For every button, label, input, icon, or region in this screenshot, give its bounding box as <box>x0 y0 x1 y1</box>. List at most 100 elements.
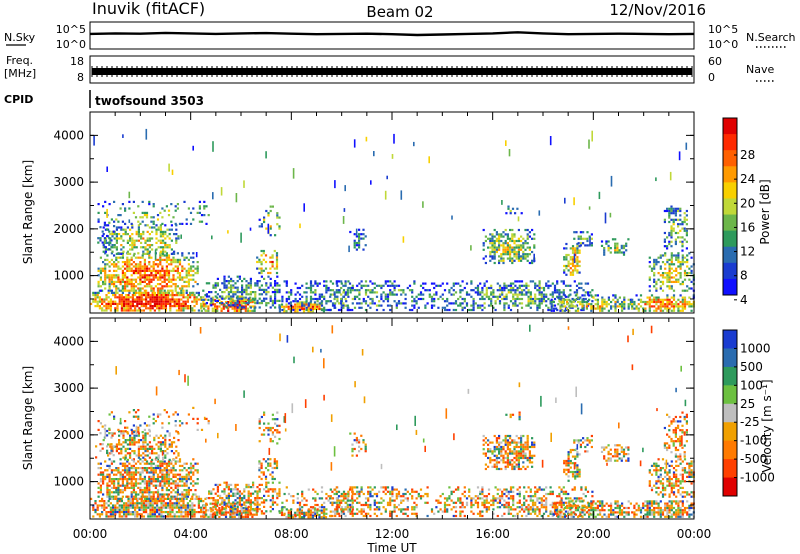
echo-cell <box>358 246 361 249</box>
echo-cell <box>101 511 104 514</box>
echo-cell <box>509 257 512 260</box>
echo-cell <box>145 502 148 505</box>
echo-cell <box>580 282 583 285</box>
echo-cell <box>281 295 284 298</box>
echo-cell <box>487 297 491 301</box>
echo-cell <box>160 502 163 505</box>
echo-cell <box>579 237 582 240</box>
echo-cell <box>302 305 306 308</box>
echo-cell <box>661 283 665 286</box>
echo-cell <box>161 495 164 498</box>
echo-cell <box>150 220 153 223</box>
echo-cell <box>446 304 449 307</box>
echo-cell <box>367 304 370 307</box>
echo-cell <box>178 298 181 301</box>
echo-cell <box>160 500 163 503</box>
echo-cell <box>668 267 671 270</box>
echo-cell <box>108 497 111 500</box>
echo-cell <box>128 475 131 478</box>
echo-cell <box>230 488 233 491</box>
echo-cell <box>373 151 375 157</box>
echo-cell <box>213 513 217 516</box>
echo-cell <box>214 282 217 285</box>
echo-cell <box>104 211 107 214</box>
echo-cell <box>137 456 140 459</box>
echo-cell <box>679 214 682 217</box>
echo-cell <box>265 483 268 486</box>
echo-cell <box>516 295 519 298</box>
echo-cell <box>227 291 230 294</box>
echo-cell <box>139 263 142 266</box>
echo-cell <box>165 462 168 465</box>
echo-cell <box>101 298 104 301</box>
echo-cell <box>114 504 117 507</box>
echo-cell <box>674 212 677 215</box>
echo-cell <box>223 508 226 511</box>
echo-cell <box>509 239 512 243</box>
echo-cell <box>130 486 133 489</box>
echo-cell <box>180 305 183 308</box>
echo-cell <box>389 308 392 312</box>
echo-cell <box>192 458 195 461</box>
echo-cell <box>242 511 245 514</box>
echo-cell <box>134 278 138 281</box>
echo-cell <box>109 307 112 310</box>
echo-cell <box>441 282 444 285</box>
echo-cell <box>118 226 121 229</box>
echo-cell <box>653 274 656 277</box>
echo-cell <box>670 225 673 228</box>
echo-cell <box>118 504 121 507</box>
echo-cell <box>195 300 198 303</box>
echo-cell <box>159 241 162 244</box>
echo-cell <box>174 287 177 290</box>
power-scatter <box>90 128 695 313</box>
echo-cell <box>131 513 134 516</box>
echo-cell <box>373 286 376 290</box>
echo-cell <box>505 293 508 296</box>
echo-cell <box>491 244 494 247</box>
echo-cell <box>108 287 111 290</box>
echo-cell <box>576 251 579 254</box>
echo-cell <box>150 478 153 481</box>
echo-cell <box>192 493 195 496</box>
echo-cell <box>170 258 173 261</box>
echo-cell <box>159 256 162 259</box>
echo-cell <box>207 420 210 423</box>
echo-cell <box>260 271 263 275</box>
echo-cell <box>246 307 250 310</box>
echo-cell <box>126 431 129 434</box>
echo-cell <box>493 253 496 256</box>
echo-cell <box>115 280 118 283</box>
echo-cell <box>563 294 566 297</box>
echo-cell <box>256 299 259 302</box>
echo-cell <box>106 489 109 492</box>
echo-cell <box>155 230 158 233</box>
echo-cell <box>513 248 516 251</box>
echo-cell <box>296 310 299 313</box>
echo-cell <box>670 287 673 290</box>
echo-cell <box>168 458 171 461</box>
echo-cell <box>670 300 673 304</box>
echo-cell <box>245 286 248 289</box>
echo-cell <box>501 200 503 205</box>
echo-cell <box>177 439 180 442</box>
echo-cell <box>604 212 607 224</box>
echo-cell <box>156 502 159 505</box>
echo-cell <box>140 515 143 518</box>
echo-cell <box>154 484 157 487</box>
echo-cell <box>172 283 175 286</box>
echo-cell <box>116 506 119 509</box>
echo-cell <box>211 513 214 516</box>
echo-cell <box>112 515 115 518</box>
echo-cell <box>236 286 239 289</box>
echo-cell <box>311 310 314 313</box>
echo-cell <box>134 513 137 516</box>
echo-cell <box>143 491 146 494</box>
echo-cell <box>249 494 252 497</box>
echo-cell <box>115 258 118 261</box>
echo-cell <box>603 303 606 306</box>
echo-cell <box>94 298 97 301</box>
echo-cell <box>221 295 224 298</box>
echo-cell <box>178 511 181 514</box>
echo-cell <box>108 478 111 481</box>
